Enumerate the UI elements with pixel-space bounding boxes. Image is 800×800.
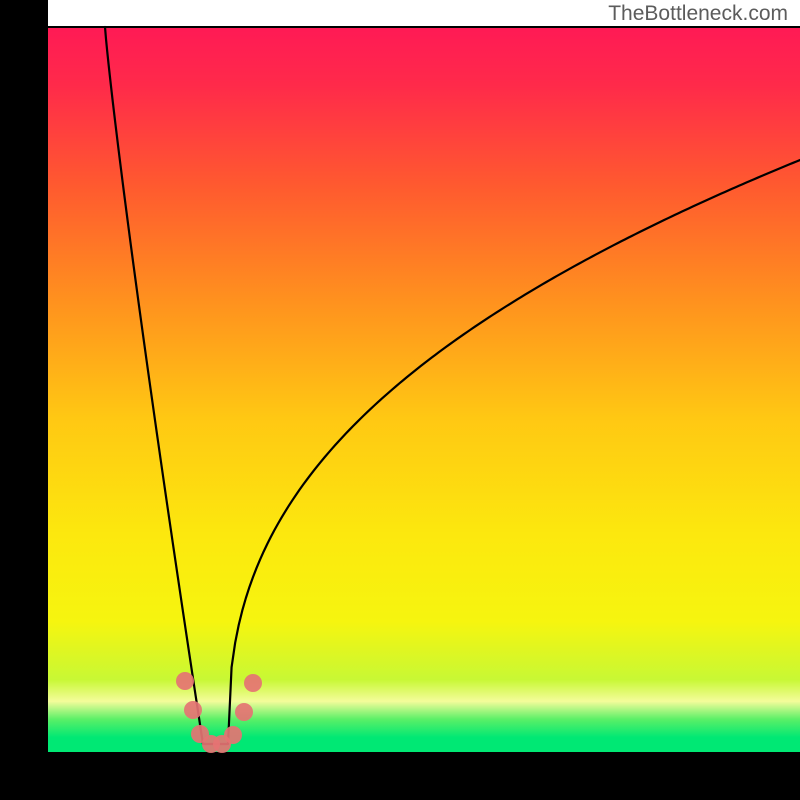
watermark-text: TheBottleneck.com: [608, 2, 788, 26]
bottleneck-chart: [0, 0, 800, 800]
chart-frame: TheBottleneck.com: [0, 0, 800, 800]
